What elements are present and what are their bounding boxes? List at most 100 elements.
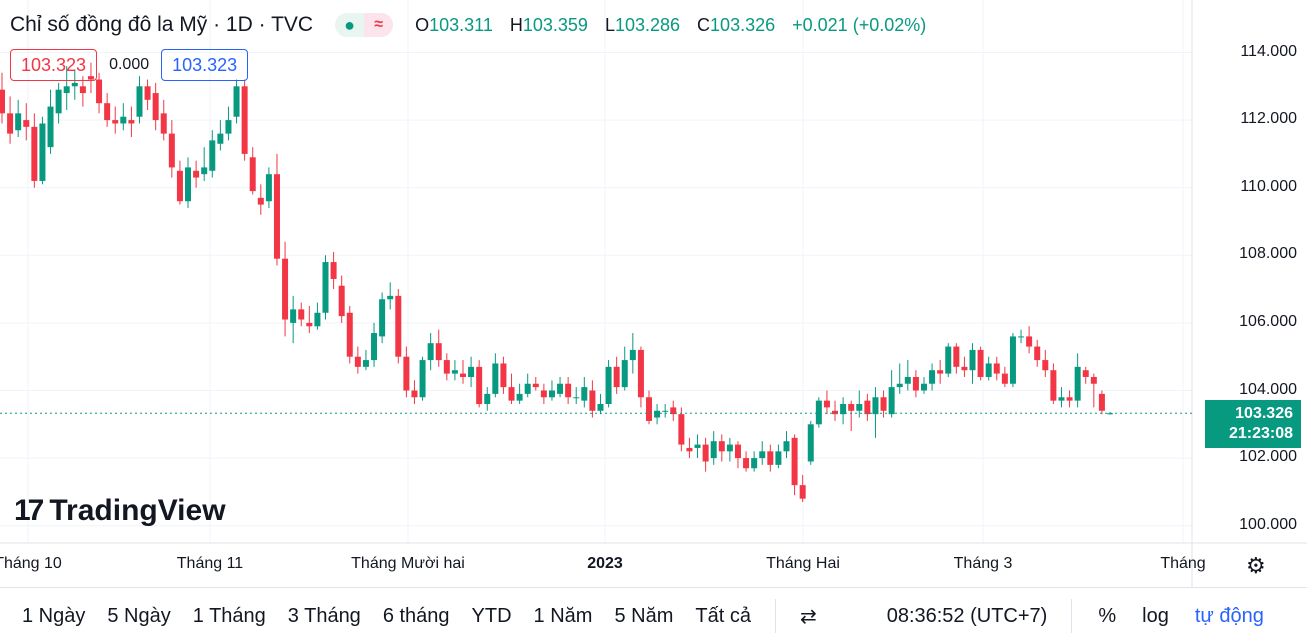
candle-body <box>621 360 628 388</box>
candle-body <box>330 262 337 279</box>
candle <box>1026 326 1033 354</box>
ohlc-key: H <box>509 14 523 35</box>
candle-body <box>500 363 507 388</box>
price-change: +0.021 (+0.02%) <box>792 14 927 35</box>
candle-body <box>152 93 159 121</box>
candle-body <box>799 485 806 499</box>
candle <box>678 407 685 452</box>
candle <box>15 99 22 137</box>
candle-body <box>953 346 960 367</box>
candle <box>79 76 86 107</box>
candle <box>969 343 976 384</box>
candle-body <box>201 167 208 175</box>
timeframe-ytd[interactable]: YTD <box>471 604 512 627</box>
candle-body <box>815 400 822 425</box>
candle-body <box>273 174 280 259</box>
candle-body <box>832 410 839 415</box>
bottom-toolbar: 1 Ngày 5 Ngày 1 Tháng 3 Tháng 6 tháng YT… <box>0 587 1307 644</box>
timeframe-all[interactable]: Tất cả <box>695 604 751 627</box>
candle <box>1001 366 1008 388</box>
candle-body <box>1009 336 1016 384</box>
auto-scale-toggle[interactable]: tự động <box>1194 604 1264 627</box>
candle <box>937 360 944 384</box>
percent-scale-toggle[interactable]: % <box>1098 604 1117 627</box>
candle-body <box>1058 397 1065 401</box>
toolbar-divider <box>774 599 776 633</box>
candle-body <box>71 82 78 87</box>
candle <box>23 103 30 141</box>
candle <box>128 106 135 137</box>
sell-price-button[interactable]: 103.323 <box>10 49 98 81</box>
candle <box>265 167 272 208</box>
candle-body <box>548 390 555 398</box>
candle <box>734 441 741 469</box>
candle <box>1066 390 1073 408</box>
timeframe-5y[interactable]: 5 Năm <box>614 604 674 627</box>
candle <box>904 360 911 391</box>
last-price-value: 103.326 <box>1235 405 1293 422</box>
timezone-clock[interactable]: 08:36:52 (UTC+7) <box>886 604 1048 627</box>
symbol-legend: Chỉ số đồng đô la Mỹ · 1D · TVC ● ≈ O103… <box>10 10 926 40</box>
candle <box>168 120 175 178</box>
candle-body <box>395 295 402 357</box>
candle-body <box>605 366 612 405</box>
status-pill[interactable]: ● ≈ <box>335 13 394 37</box>
candle <box>241 79 248 161</box>
candle <box>621 346 628 391</box>
candle <box>476 360 483 408</box>
toolbar-divider <box>1071 599 1073 633</box>
candle <box>912 370 919 398</box>
candle <box>508 373 515 405</box>
candle <box>581 376 588 408</box>
candle <box>945 343 952 377</box>
log-scale-toggle[interactable]: log <box>1142 604 1169 627</box>
tradingview-logo[interactable]: 17 TradingView <box>14 494 226 528</box>
ohlc-key: L <box>604 14 615 35</box>
candle <box>662 404 669 418</box>
candle-body <box>249 157 256 192</box>
date-range-icon[interactable]: ⇄ <box>799 605 817 628</box>
candle <box>451 360 458 381</box>
candle <box>872 387 879 438</box>
candle-body <box>985 363 992 377</box>
candle-body <box>840 404 847 415</box>
tradingview-logo-text: TradingView <box>49 494 226 527</box>
timeframe-3m[interactable]: 3 Tháng <box>287 604 361 627</box>
candle <box>290 295 297 344</box>
timeframe-1d[interactable]: 1 Ngày <box>22 604 86 627</box>
candle-body <box>670 407 677 415</box>
candle <box>7 96 14 144</box>
candle <box>832 400 839 421</box>
candle-body <box>945 346 952 374</box>
candle <box>1074 353 1081 408</box>
candle-body <box>662 410 669 412</box>
candle-body <box>597 404 604 411</box>
settings-gear-icon[interactable]: ⚙ <box>1246 553 1266 578</box>
candle <box>613 356 620 394</box>
candle <box>443 353 450 381</box>
candle-body <box>872 397 879 415</box>
candle <box>1050 363 1057 405</box>
candle-body <box>912 376 919 391</box>
candle <box>104 93 111 127</box>
candle <box>864 393 871 421</box>
timeframe-1m[interactable]: 1 Tháng <box>192 604 266 627</box>
buy-price-button[interactable]: 103.323 <box>161 49 249 81</box>
candle <box>354 346 361 374</box>
timeframe-5d[interactable]: 5 Ngày <box>107 604 171 627</box>
time-tick-label: Tháng 11 <box>176 555 244 572</box>
candle <box>96 72 103 114</box>
last-price-badge: 103.326 21:23:08 <box>1205 400 1301 448</box>
candle-body <box>937 370 944 374</box>
candle-body <box>751 458 758 469</box>
timeframe-6m[interactable]: 6 tháng <box>382 604 450 627</box>
candle-body <box>654 410 661 418</box>
chart-grid <box>0 0 1192 543</box>
timeframe-1y[interactable]: 1 Năm <box>533 604 593 627</box>
candle-body <box>459 373 466 377</box>
candle <box>193 160 200 188</box>
market-open-icon: ● <box>344 14 356 35</box>
candle <box>597 393 604 415</box>
symbol-title[interactable]: Chỉ số đồng đô la Mỹ · 1D · TVC <box>10 13 314 36</box>
